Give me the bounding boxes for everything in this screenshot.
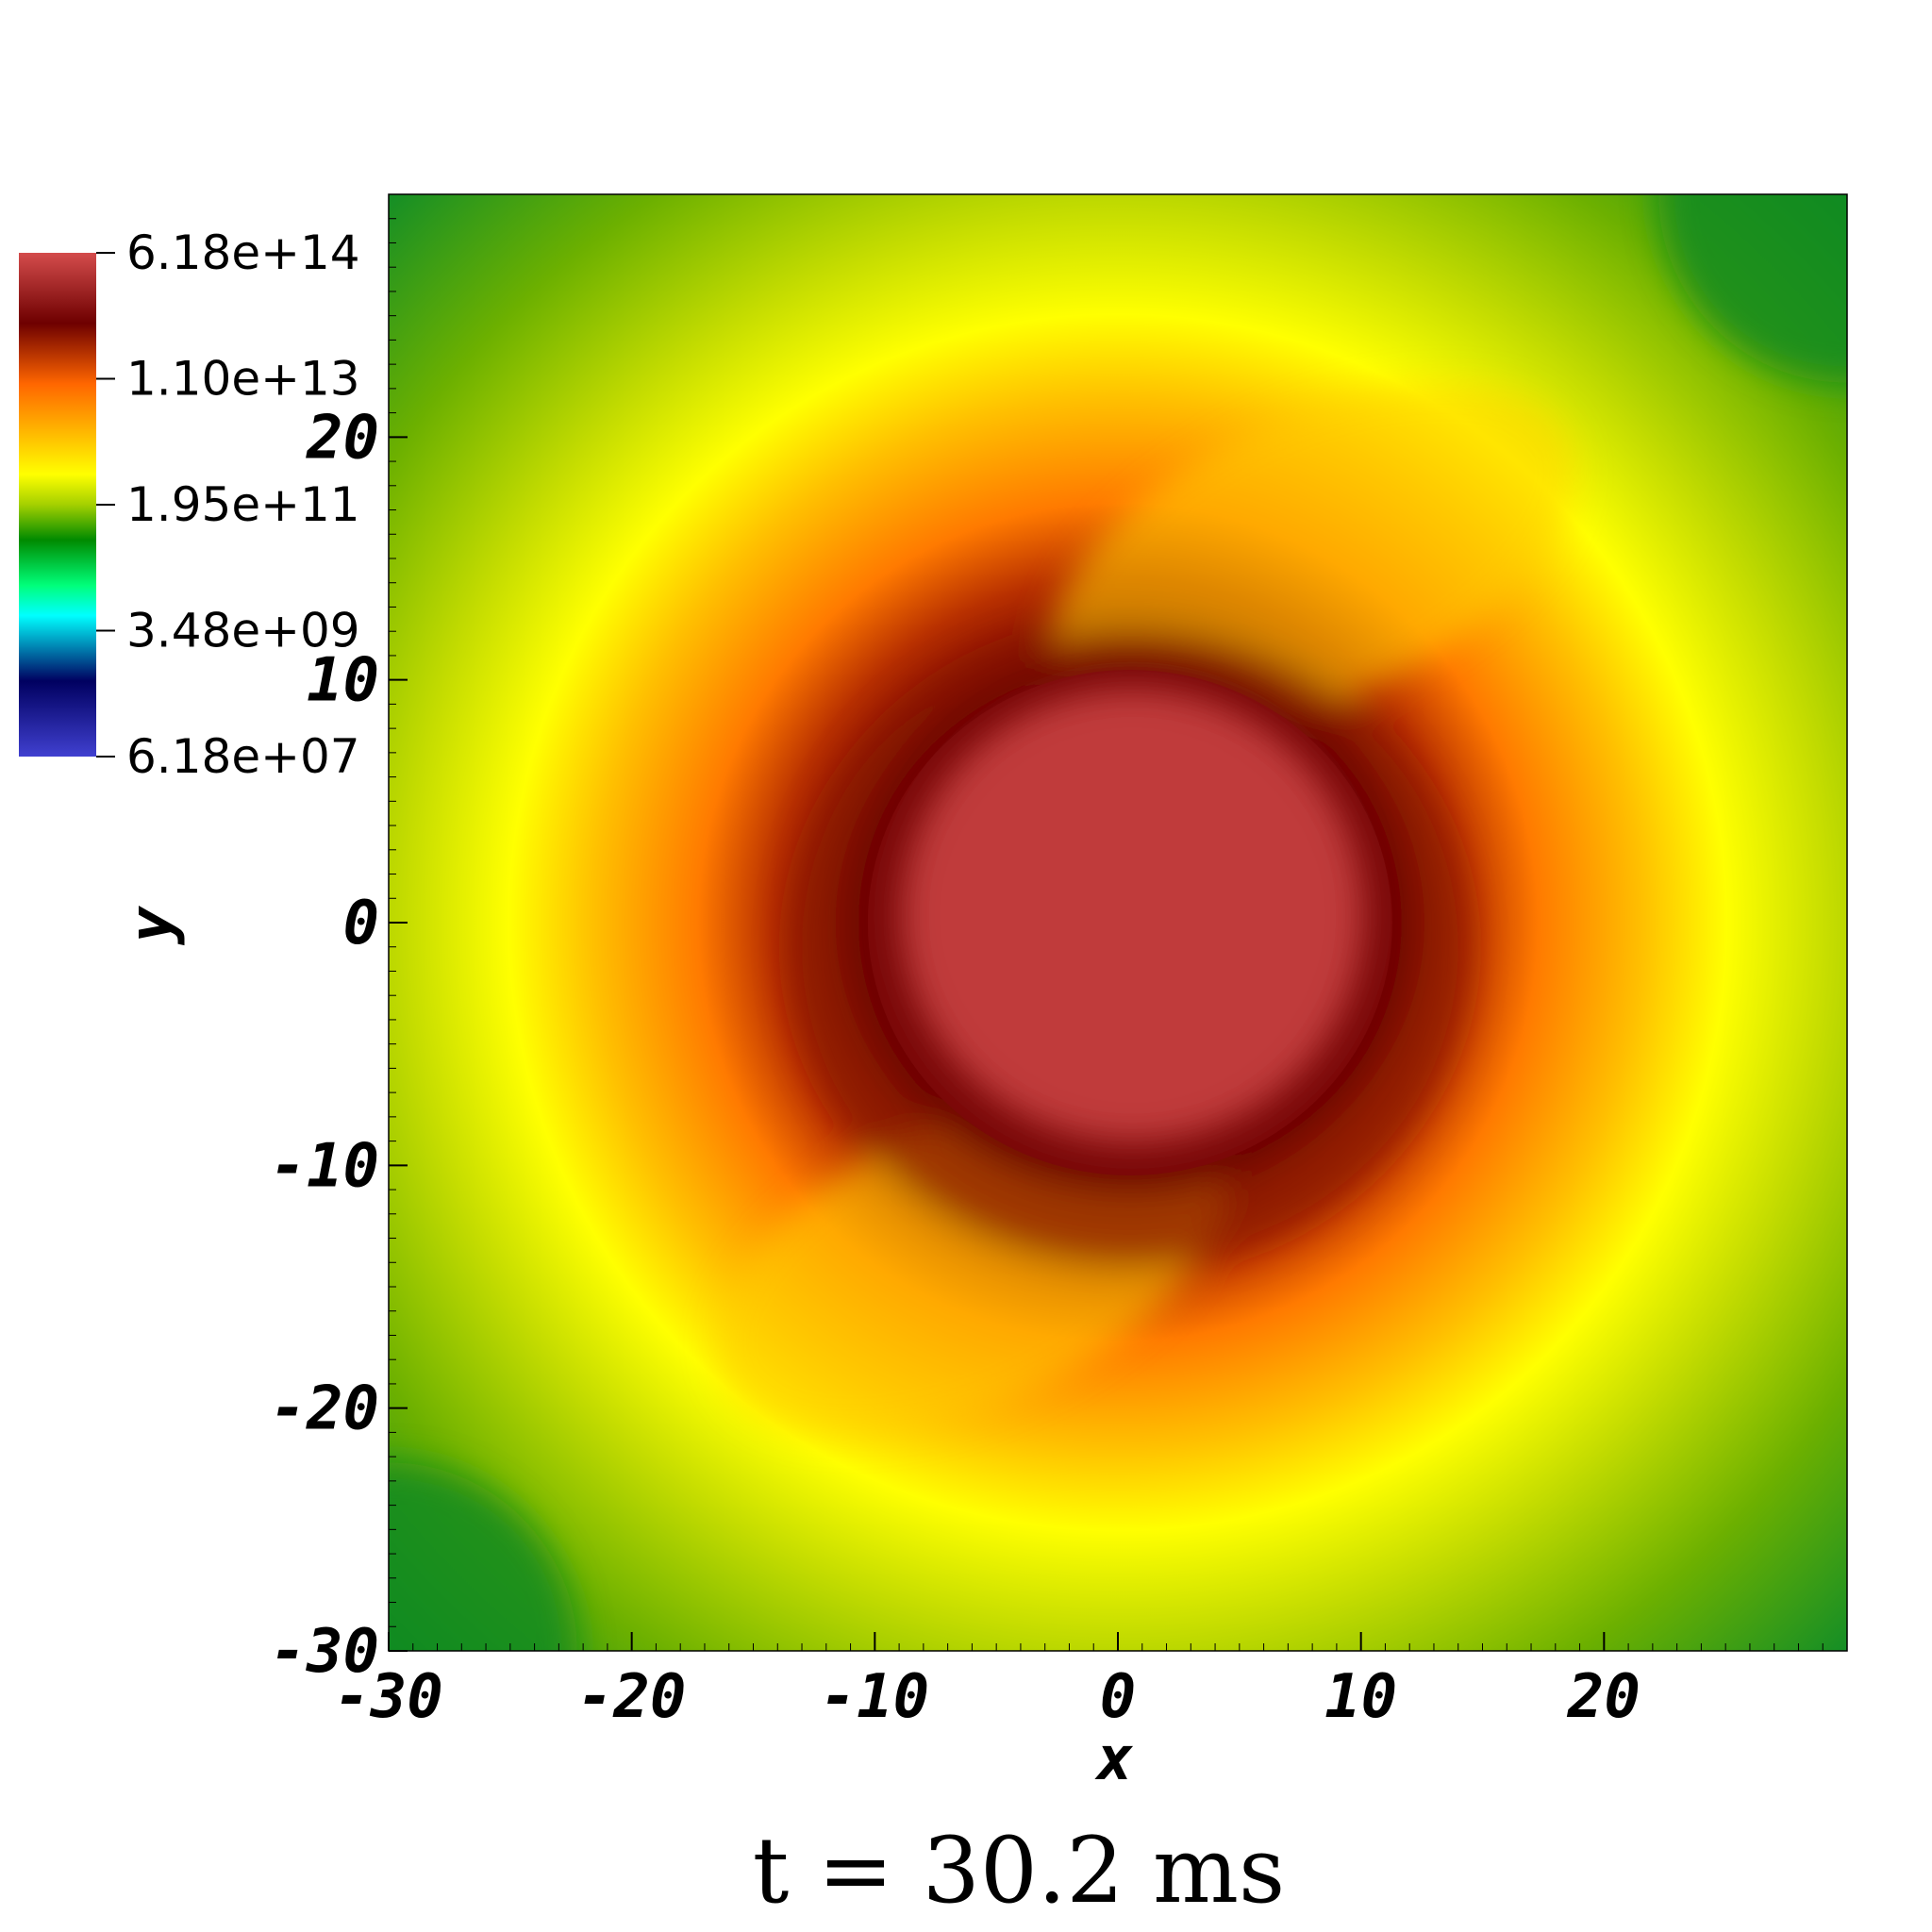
- x-tick-label: -30: [334, 1662, 443, 1732]
- x-axis-label: x: [1094, 1724, 1134, 1794]
- colorbar-tick-label: 6.18e+14: [126, 225, 360, 280]
- y-tick-label: -30: [270, 1617, 379, 1687]
- colorbar: 6.18e+14 1.10e+13 1.95e+11 3.48e+09 6.18e+07: [19, 225, 360, 784]
- x-tick-label: 0: [1100, 1662, 1137, 1732]
- density-field: [389, 194, 1847, 1651]
- corner-sw: [389, 1462, 577, 1651]
- y-tick-label: 0: [342, 889, 379, 958]
- colorbar-tick-label: 1.10e+13: [126, 352, 360, 407]
- core: [867, 670, 1392, 1175]
- colorbar-tick-label: 1.95e+11: [126, 477, 360, 532]
- colorbar-tick-label: 3.48e+09: [126, 604, 360, 658]
- time-annotation: t = 30.2 ms: [753, 1818, 1286, 1924]
- x-tick-label: 10: [1324, 1662, 1397, 1732]
- y-axis-label: y: [117, 905, 187, 945]
- corner-ne: [1658, 194, 1847, 383]
- colorbar-tick-label: 6.18e+07: [126, 729, 360, 784]
- y-axis: -30 -20 -10 0 10 20: [270, 193, 408, 1687]
- core-center: [901, 689, 1364, 1142]
- x-tick-label: -10: [821, 1662, 930, 1732]
- x-tick-label: -20: [577, 1662, 687, 1732]
- x-axis: -30 -20 -10 0 10 20: [334, 1632, 1848, 1732]
- y-tick-label: 10: [307, 646, 379, 716]
- x-tick-label: 20: [1567, 1662, 1641, 1732]
- y-tick-label: 20: [306, 403, 379, 473]
- colorbar-gradient: [19, 253, 96, 757]
- y-tick-label: -10: [270, 1131, 379, 1201]
- colorbar-ticks: 6.18e+14 1.10e+13 1.95e+11 3.48e+09 6.18e+07: [96, 225, 360, 784]
- y-tick-label: -20: [270, 1374, 379, 1444]
